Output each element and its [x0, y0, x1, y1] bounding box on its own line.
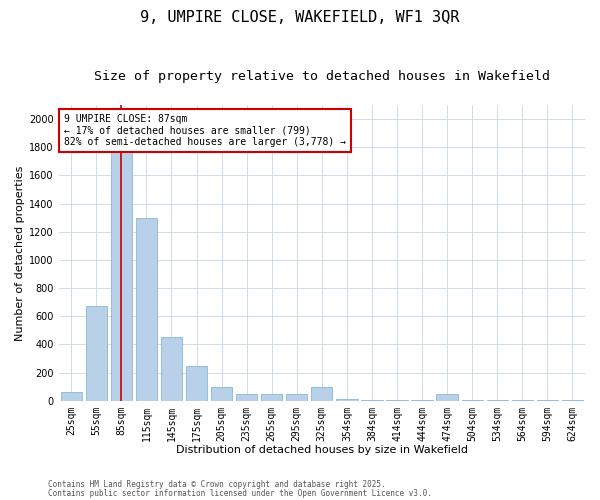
Bar	[286, 394, 307, 400]
Bar	[236, 394, 257, 400]
Bar	[436, 394, 458, 400]
Bar	[186, 366, 207, 400]
Bar	[110, 136, 132, 400]
Bar	[86, 306, 107, 400]
Bar	[261, 394, 283, 400]
Bar	[61, 392, 82, 400]
Text: Contains HM Land Registry data © Crown copyright and database right 2025.: Contains HM Land Registry data © Crown c…	[48, 480, 386, 489]
X-axis label: Distribution of detached houses by size in Wakefield: Distribution of detached houses by size …	[176, 445, 468, 455]
Title: Size of property relative to detached houses in Wakefield: Size of property relative to detached ho…	[94, 70, 550, 83]
Bar	[136, 218, 157, 400]
Y-axis label: Number of detached properties: Number of detached properties	[15, 165, 25, 340]
Bar	[211, 386, 232, 400]
Text: 9 UMPIRE CLOSE: 87sqm
← 17% of detached houses are smaller (799)
82% of semi-det: 9 UMPIRE CLOSE: 87sqm ← 17% of detached …	[64, 114, 346, 147]
Text: Contains public sector information licensed under the Open Government Licence v3: Contains public sector information licen…	[48, 488, 432, 498]
Bar	[311, 386, 332, 400]
Bar	[161, 338, 182, 400]
Text: 9, UMPIRE CLOSE, WAKEFIELD, WF1 3QR: 9, UMPIRE CLOSE, WAKEFIELD, WF1 3QR	[140, 10, 460, 25]
Bar	[336, 398, 358, 400]
